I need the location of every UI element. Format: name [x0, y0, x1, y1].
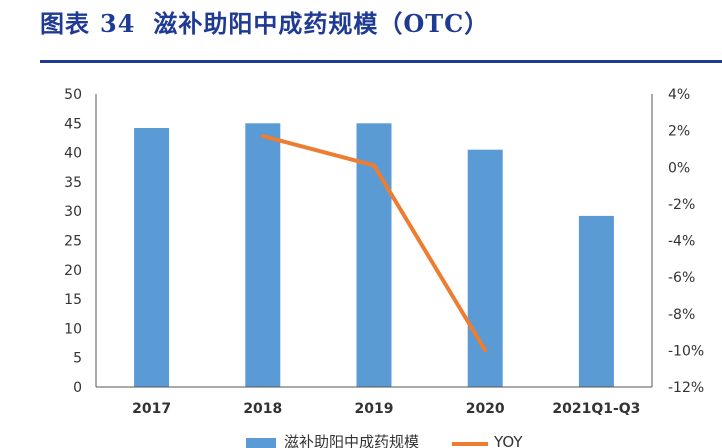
bar	[578, 215, 614, 387]
legend-swatch-bar	[246, 438, 276, 448]
x-tick-label: 2018	[243, 401, 282, 417]
y-right-tick-label: 4%	[668, 87, 690, 103]
figure-title-text: 滋补助阳中成药规模（OTC）	[153, 9, 490, 38]
y-left-tick-label: 30	[64, 204, 82, 220]
y-left-tick-label: 10	[64, 321, 82, 337]
y-right-tick-label: -2%	[668, 197, 695, 213]
x-tick-label: 2020	[466, 401, 505, 417]
x-tick-label: 2021Q1-Q3	[552, 401, 640, 417]
y-left-tick-label: 0	[73, 380, 82, 396]
y-right-tick-label: -4%	[668, 234, 695, 250]
figure-label: 图表	[40, 9, 90, 38]
y-left-tick-label: 40	[64, 146, 82, 162]
legend-label-line: YOY	[493, 433, 523, 448]
x-tick-label: 2017	[132, 401, 171, 417]
figure-number: 34	[100, 9, 136, 38]
y-right-tick-label: -10%	[668, 343, 704, 359]
y-left-tick-label: 35	[64, 175, 82, 191]
x-tick-label: 2019	[355, 401, 394, 417]
y-left-tick-label: 5	[73, 351, 82, 367]
title-rule	[40, 60, 722, 63]
y-left-tick-label: 20	[64, 263, 82, 279]
legend-label-bar: 滋补助阳中成药规模	[284, 433, 419, 448]
figure-title: 图表 34 滋补助阳中成药规模（OTC）	[40, 4, 489, 39]
y-right-tick-label: -6%	[668, 270, 695, 286]
y-right-tick-label: 2%	[668, 124, 690, 140]
y-left-tick-label: 15	[64, 292, 82, 308]
y-right-tick-label: -8%	[668, 307, 695, 323]
y-right-tick-label: -12%	[668, 380, 704, 396]
y-left-tick-label: 50	[64, 87, 82, 103]
y-left-tick-label: 25	[64, 234, 82, 250]
y-right-tick-label: 0%	[668, 160, 690, 176]
bar	[245, 123, 281, 388]
bar	[134, 127, 170, 387]
y-left-tick-label: 45	[64, 116, 82, 132]
